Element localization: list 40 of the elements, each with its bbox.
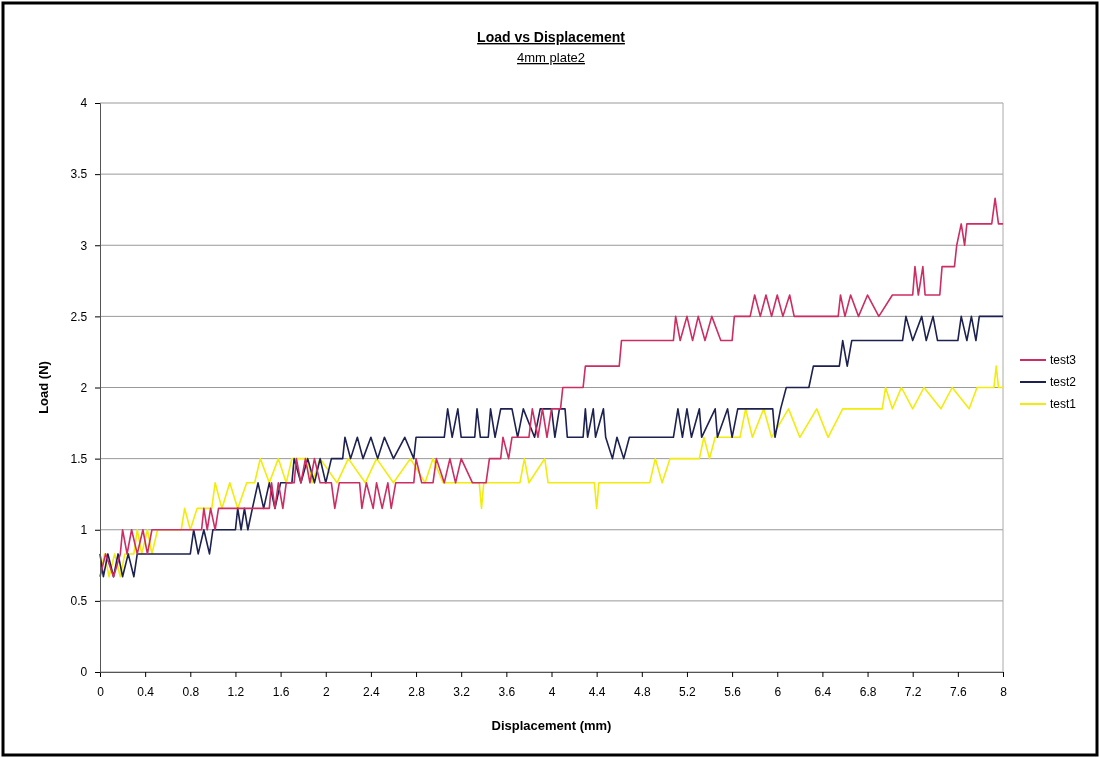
- line-series: [99, 315, 1004, 578]
- x-tick-label: 0: [97, 684, 105, 699]
- y-tick-label: 3.5: [70, 167, 88, 182]
- legend-label: test2: [1050, 375, 1077, 389]
- y-tick-label: 1: [80, 523, 88, 538]
- x-axis-title: Displacement (mm): [491, 718, 612, 733]
- line-series: [99, 365, 1004, 578]
- y-tick-label: 0: [80, 665, 88, 680]
- x-tick-label: 7.2: [904, 684, 922, 699]
- legend-label: test1: [1050, 397, 1077, 411]
- x-tick-label: 6.4: [814, 684, 832, 699]
- x-tick-label: 1.6: [272, 684, 290, 699]
- x-tick-label: 3.6: [498, 684, 516, 699]
- y-tick-label: 2: [80, 380, 88, 395]
- chart-subtitle: 4mm plate2: [517, 50, 585, 65]
- line-series: [99, 197, 1004, 578]
- legend-label: test3: [1050, 353, 1077, 367]
- x-tick-label: 4: [548, 684, 556, 699]
- x-tick-label: 2: [322, 684, 330, 699]
- x-tick-label: 8: [1000, 684, 1008, 699]
- x-tick-label: 5.6: [724, 684, 742, 699]
- x-tick-label: 4.8: [633, 684, 651, 699]
- x-tick-label: 6: [774, 684, 782, 699]
- x-tick-label: 4.4: [588, 684, 606, 699]
- x-tick-label: 2.4: [363, 684, 381, 699]
- x-tick-label: 1.2: [227, 684, 245, 699]
- x-tick-label: 0.8: [182, 684, 200, 699]
- chart-title: Load vs Displacement: [477, 29, 626, 45]
- y-tick-label: 1.5: [70, 451, 88, 466]
- x-tick-label: 2.8: [408, 684, 426, 699]
- y-tick-label: 0.5: [70, 594, 88, 609]
- x-tick-label: 6.8: [859, 684, 877, 699]
- x-tick-label: 7.6: [950, 684, 968, 699]
- x-tick-label: 3.2: [453, 684, 471, 699]
- y-tick-label: 3: [80, 238, 88, 253]
- y-tick-label: 4: [80, 96, 88, 111]
- y-tick-label: 2.5: [70, 309, 88, 324]
- x-tick-label: 0.4: [137, 684, 155, 699]
- y-axis-title: Load (N): [36, 361, 51, 414]
- x-tick-label: 5.2: [679, 684, 697, 699]
